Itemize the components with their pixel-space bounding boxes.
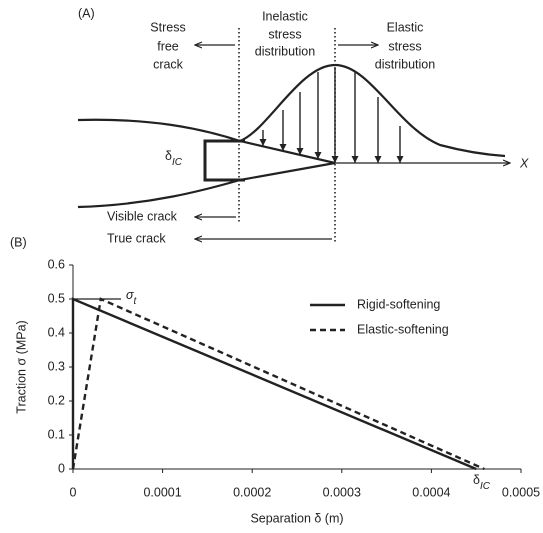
x-axis-label: Separation δ (m) bbox=[250, 511, 343, 525]
crack-opening bbox=[203, 139, 245, 182]
sigma-label: σt bbox=[126, 288, 138, 306]
subscript: IC bbox=[480, 481, 491, 492]
panel-label: (B) bbox=[10, 235, 27, 249]
x-tick-label: 0.0001 bbox=[143, 485, 181, 499]
panel-b: (B) Separation δ (m) Traction σ (MPa) 00… bbox=[10, 235, 540, 525]
panel-a: (A) Stress free crack Inelastic stress d… bbox=[77, 6, 529, 245]
label: Visible crack bbox=[107, 209, 178, 223]
x-tick-label: 0.0005 bbox=[502, 485, 540, 499]
legend-label: Elastic-softening bbox=[357, 322, 449, 336]
label: stress bbox=[268, 27, 301, 41]
delta-label: δIC bbox=[165, 149, 183, 167]
legend-label: Rigid-softening bbox=[357, 297, 440, 311]
y-axis-label: Traction σ (MPa) bbox=[14, 320, 28, 413]
x-tick-label: 0 bbox=[70, 485, 77, 499]
x-tick-label: 0.0004 bbox=[412, 485, 450, 499]
label: Elastic bbox=[387, 20, 424, 34]
symbol: δ bbox=[473, 473, 480, 487]
y-tick-label: 0.6 bbox=[48, 257, 65, 271]
label: distribution bbox=[255, 44, 315, 58]
label: crack bbox=[153, 57, 184, 71]
label: True crack bbox=[107, 231, 166, 245]
y-tick-label: 0.2 bbox=[48, 393, 65, 407]
y-tick-label: 0.4 bbox=[48, 325, 65, 339]
y-tick-label: 0.5 bbox=[48, 291, 65, 305]
delta-label: δIC bbox=[473, 473, 491, 491]
label: stress bbox=[388, 39, 421, 53]
subscript: IC bbox=[172, 157, 183, 168]
y-tick-label: 0 bbox=[58, 461, 65, 475]
x-tick-label: 0.0003 bbox=[323, 485, 361, 499]
stress-curve bbox=[239, 63, 506, 158]
y-tick-label: 0.3 bbox=[48, 359, 65, 373]
symbol: σ bbox=[126, 288, 134, 302]
label: Stress bbox=[150, 20, 185, 34]
axis-label: X bbox=[519, 156, 529, 170]
subscript: t bbox=[134, 296, 138, 307]
crack-surface bbox=[77, 161, 336, 209]
crack-surface bbox=[77, 118, 336, 165]
label: Inelastic bbox=[262, 9, 308, 23]
label: distribution bbox=[375, 57, 435, 71]
x-tick-label: 0.0002 bbox=[233, 485, 271, 499]
panel-label: (A) bbox=[78, 6, 95, 20]
symbol: δ bbox=[165, 149, 172, 163]
y-tick-label: 0.1 bbox=[48, 427, 65, 441]
label: free bbox=[157, 39, 179, 53]
